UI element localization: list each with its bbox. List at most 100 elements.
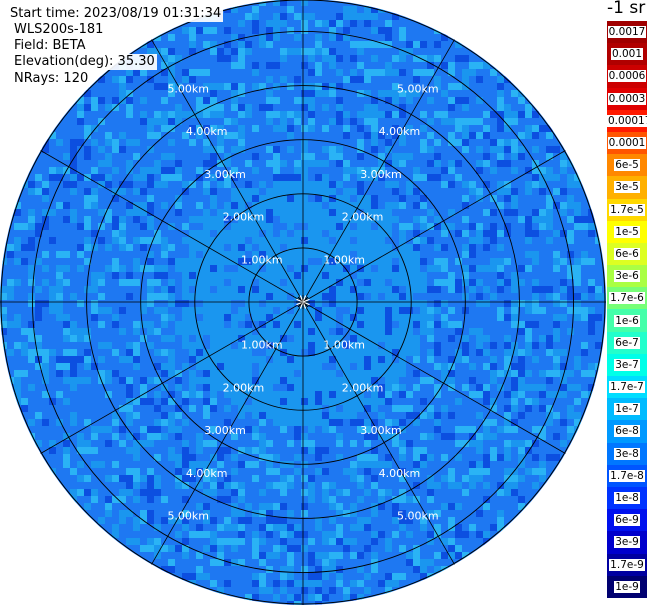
- data-cell: [357, 244, 364, 251]
- data-cell: [189, 125, 196, 132]
- data-cell: [147, 237, 154, 244]
- data-cell: [266, 566, 273, 573]
- data-cell: [42, 363, 49, 370]
- data-cell: [336, 342, 343, 349]
- data-cell: [217, 181, 224, 188]
- data-cell: [413, 55, 420, 62]
- data-cell: [161, 62, 168, 69]
- data-cell: [504, 468, 511, 475]
- data-cell: [413, 230, 420, 237]
- data-cell: [427, 377, 434, 384]
- data-cell: [266, 307, 273, 314]
- data-cell: [329, 412, 336, 419]
- data-cell: [161, 153, 168, 160]
- data-cell: [287, 384, 294, 391]
- data-cell: [245, 461, 252, 468]
- data-cell: [371, 419, 378, 426]
- data-cell: [392, 440, 399, 447]
- data-cell: [196, 356, 203, 363]
- data-cell: [231, 384, 238, 391]
- data-cell: [210, 251, 217, 258]
- data-cell: [518, 146, 525, 153]
- data-cell: [518, 496, 525, 503]
- data-cell: [105, 132, 112, 139]
- data-cell: [168, 244, 175, 251]
- data-cell: [105, 265, 112, 272]
- data-cell: [21, 349, 28, 356]
- data-cell: [210, 426, 217, 433]
- data-cell: [301, 419, 308, 426]
- data-cell: [217, 104, 224, 111]
- data-cell: [98, 146, 105, 153]
- data-cell: [280, 342, 287, 349]
- data-cell: [308, 391, 315, 398]
- data-cell: [140, 475, 147, 482]
- data-cell: [427, 482, 434, 489]
- data-cell: [343, 412, 350, 419]
- data-cell: [378, 279, 385, 286]
- data-cell: [441, 279, 448, 286]
- data-cell: [224, 321, 231, 328]
- data-cell: [294, 454, 301, 461]
- data-cell: [343, 230, 350, 237]
- data-cell: [532, 440, 539, 447]
- data-cell: [455, 440, 462, 447]
- data-cell: [112, 188, 119, 195]
- data-cell: [413, 545, 420, 552]
- data-cell: [595, 314, 602, 321]
- data-cell: [203, 412, 210, 419]
- data-cell: [448, 482, 455, 489]
- data-cell: [497, 307, 504, 314]
- data-cell: [231, 314, 238, 321]
- data-cell: [49, 307, 56, 314]
- data-cell: [518, 447, 525, 454]
- data-cell: [140, 41, 147, 48]
- data-cell: [308, 279, 315, 286]
- data-cell: [35, 314, 42, 321]
- data-cell: [210, 314, 217, 321]
- data-cell: [539, 433, 546, 440]
- data-cell: [231, 489, 238, 496]
- data-cell: [350, 237, 357, 244]
- data-cell: [301, 223, 308, 230]
- data-cell: [217, 587, 224, 594]
- data-cell: [259, 286, 266, 293]
- data-cell: [322, 412, 329, 419]
- data-cell: [287, 545, 294, 552]
- data-cell: [322, 531, 329, 538]
- data-cell: [252, 384, 259, 391]
- data-cell: [231, 216, 238, 223]
- data-cell: [385, 34, 392, 41]
- data-cell: [385, 328, 392, 335]
- data-cell: [266, 216, 273, 223]
- data-cell: [273, 62, 280, 69]
- data-cell: [224, 223, 231, 230]
- data-cell: [301, 83, 308, 90]
- data-cell: [56, 279, 63, 286]
- data-cell: [119, 181, 126, 188]
- data-cell: [504, 314, 511, 321]
- data-cell: [364, 391, 371, 398]
- data-cell: [385, 391, 392, 398]
- colorbar-level-label: 0.0001: [607, 137, 647, 150]
- data-cell: [175, 517, 182, 524]
- data-cell: [77, 97, 84, 104]
- data-cell: [168, 118, 175, 125]
- data-cell: [189, 573, 196, 580]
- data-cell: [301, 0, 308, 6]
- data-cell: [364, 223, 371, 230]
- data-cell: [574, 223, 581, 230]
- data-cell: [273, 321, 280, 328]
- data-cell: [294, 419, 301, 426]
- data-cell: [182, 447, 189, 454]
- data-cell: [161, 545, 168, 552]
- data-cell: [560, 349, 567, 356]
- data-cell: [511, 363, 518, 370]
- data-cell: [238, 279, 245, 286]
- data-cell: [0, 314, 7, 321]
- data-cell: [84, 216, 91, 223]
- data-cell: [28, 188, 35, 195]
- data-cell: [28, 279, 35, 286]
- data-cell: [378, 531, 385, 538]
- data-cell: [343, 538, 350, 545]
